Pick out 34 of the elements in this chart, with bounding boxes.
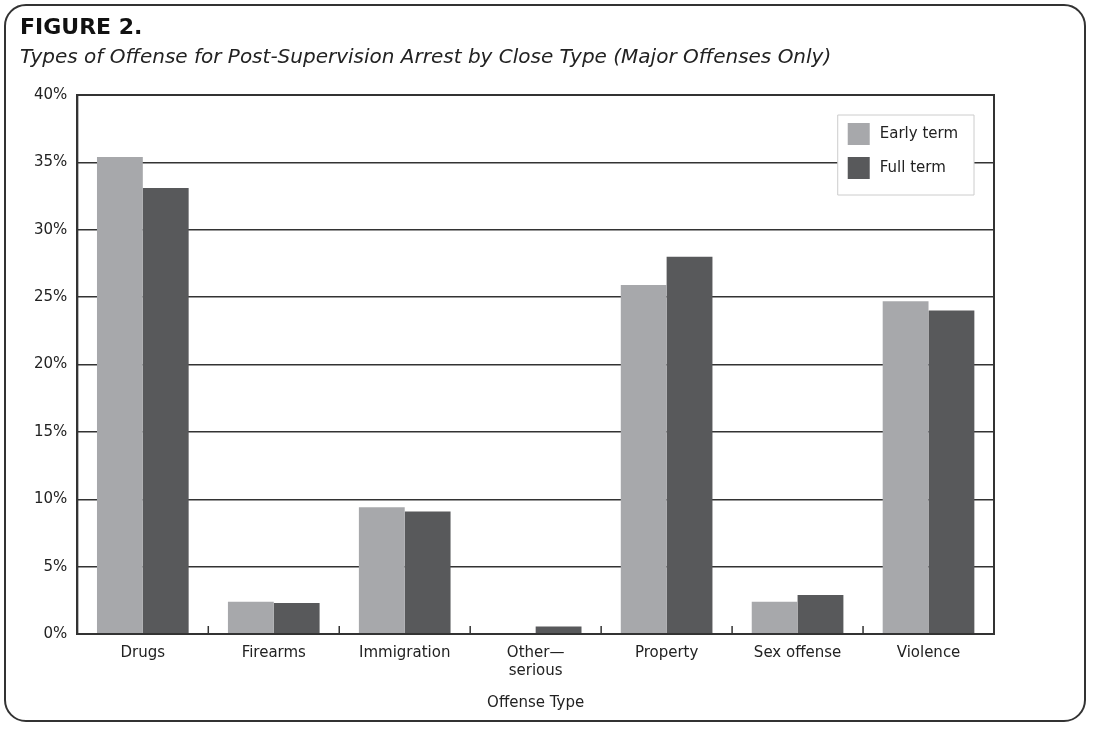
y-tick-label: 35%	[34, 152, 68, 171]
y-tick-label: 40%	[34, 84, 68, 103]
bar	[882, 301, 929, 634]
y-tick-label: 20%	[34, 354, 68, 373]
chart-title: FIGURE 2.	[20, 14, 143, 39]
bar	[797, 594, 844, 634]
x-tick-label: Property	[634, 642, 699, 661]
x-tick-label: Violence	[896, 642, 961, 661]
x-axis-title: Offense Type	[487, 692, 585, 711]
legend-label: Full term	[879, 157, 946, 176]
bar	[358, 507, 405, 634]
x-tick-label: Firearms	[241, 642, 307, 661]
bar	[535, 626, 582, 634]
x-tick-label: Sex offense	[753, 642, 842, 661]
bar	[227, 601, 274, 634]
chart-subtitle: Types of Offense for Post-Supervision Arrest by Close Type (Major Offenses Only)	[20, 44, 832, 68]
y-tick-label: 0%	[43, 623, 68, 642]
y-tick-label: 25%	[34, 287, 68, 306]
bar	[620, 285, 667, 634]
bar	[142, 187, 189, 634]
y-tick-label: 30%	[34, 219, 68, 238]
y-tick-label: 10%	[34, 489, 68, 508]
y-tick-label: 5%	[43, 556, 68, 575]
bar	[751, 601, 798, 634]
x-tick-label: Other—serious	[506, 642, 565, 679]
bar	[404, 511, 451, 634]
x-tick-label: Immigration	[359, 642, 451, 661]
y-tick-label: 15%	[34, 421, 68, 440]
x-tick-label: Drugs	[120, 642, 166, 661]
bar	[666, 256, 713, 634]
bar	[96, 156, 143, 634]
bar	[928, 310, 975, 634]
legend-label: Early term	[879, 123, 959, 142]
bar	[273, 603, 320, 634]
